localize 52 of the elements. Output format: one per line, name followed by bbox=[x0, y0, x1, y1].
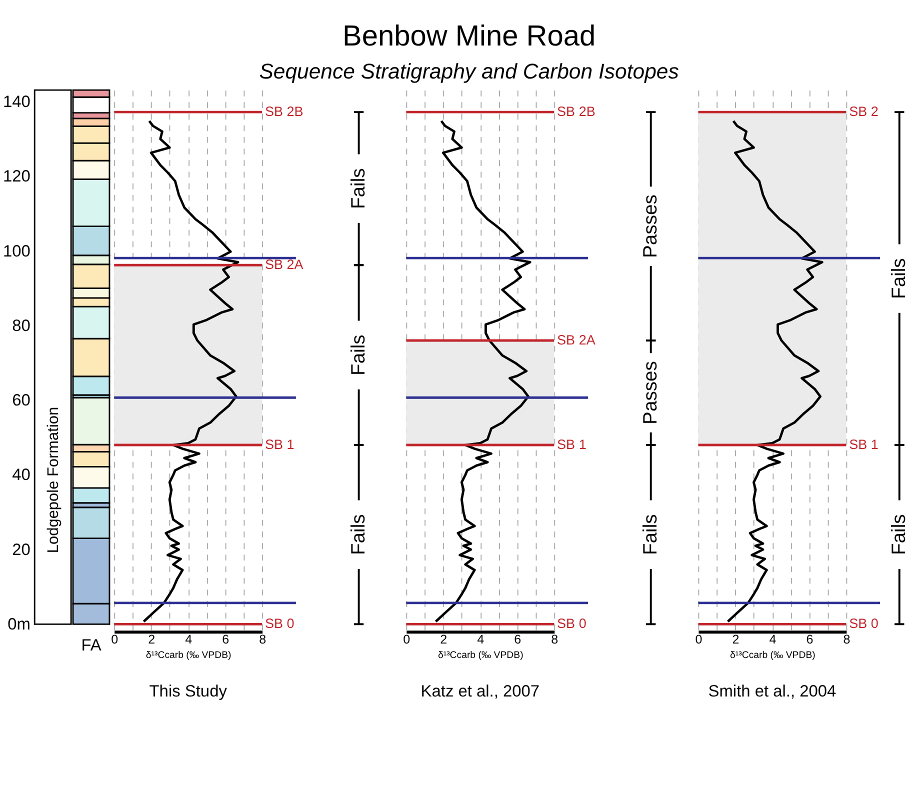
x-tick-label: 2 bbox=[148, 632, 156, 647]
x-tick-label: 0 bbox=[111, 632, 118, 647]
text: Fails bbox=[348, 168, 370, 210]
text: Smith et al., 2004 bbox=[708, 682, 836, 700]
ref-line-label: SB 2A bbox=[264, 256, 304, 272]
text: Passes bbox=[640, 194, 662, 258]
y-tick-label: 80 bbox=[12, 316, 30, 335]
x-tick-label: 6 bbox=[222, 632, 230, 647]
ref-line-label: SB 2 bbox=[849, 104, 878, 119]
x-axis-title: δ¹³Ccarb (‰ VPDB) bbox=[730, 650, 816, 662]
text: Katz et al., 2007 bbox=[420, 682, 540, 700]
x-tick-label: 8 bbox=[843, 632, 850, 647]
y-tick-label: 40 bbox=[12, 466, 30, 484]
ref-line-label: SB 2B bbox=[557, 104, 596, 119]
y-tick-label: 140 bbox=[3, 92, 30, 111]
ref-line-label: SB 0 bbox=[264, 616, 294, 632]
text: Fails bbox=[348, 334, 370, 376]
text: Fails bbox=[640, 514, 662, 555]
text: Fails bbox=[888, 258, 910, 299]
x-tick-label: 6 bbox=[514, 632, 522, 647]
x-axis-title: δ¹³Ccarb (‰ VPDB) bbox=[146, 650, 232, 662]
y-tick-label: 100 bbox=[3, 242, 30, 260]
y-tick-label: 120 bbox=[3, 168, 30, 186]
y-tick-label: 0m bbox=[8, 615, 30, 634]
text: Fails bbox=[888, 514, 910, 555]
x-tick-label: 6 bbox=[806, 632, 814, 647]
ref-line-label: SB 0 bbox=[849, 616, 878, 632]
text: This Study bbox=[149, 682, 228, 700]
x-tick-label: 4 bbox=[769, 632, 776, 647]
text: Sequence Stratigraphy and Carbon Isotopes bbox=[259, 59, 680, 84]
y-tick-label: 60 bbox=[12, 392, 30, 410]
ref-line-label: SB 1 bbox=[849, 436, 878, 452]
x-tick-label: 2 bbox=[440, 632, 448, 647]
ref-line-label: SB 1 bbox=[557, 436, 586, 452]
ref-line-label: SB 2A bbox=[557, 332, 596, 348]
text: Benbow Mine Road bbox=[342, 20, 596, 53]
ref-line-label: SB 1 bbox=[264, 436, 294, 452]
y-tick-label: 20 bbox=[12, 540, 30, 559]
text: Passes bbox=[640, 361, 662, 424]
annotation: Lodgepole Formation bbox=[44, 406, 62, 554]
x-tick-label: 8 bbox=[259, 632, 266, 647]
text: Fails bbox=[348, 514, 370, 555]
x-tick-label: 0 bbox=[695, 632, 702, 647]
x-tick-label: 0 bbox=[403, 632, 410, 647]
x-tick-label: FA bbox=[81, 636, 102, 654]
x-tick-label: 8 bbox=[551, 632, 558, 647]
ref-line-label: SB 2B bbox=[264, 104, 304, 119]
x-tick-label: 4 bbox=[477, 632, 484, 647]
ref-line-label: SB 0 bbox=[557, 616, 586, 632]
x-axis-title: δ¹³Ccarb (‰ VPDB) bbox=[438, 650, 524, 662]
x-tick-label: 4 bbox=[185, 632, 192, 647]
x-tick-label: 2 bbox=[732, 632, 740, 647]
